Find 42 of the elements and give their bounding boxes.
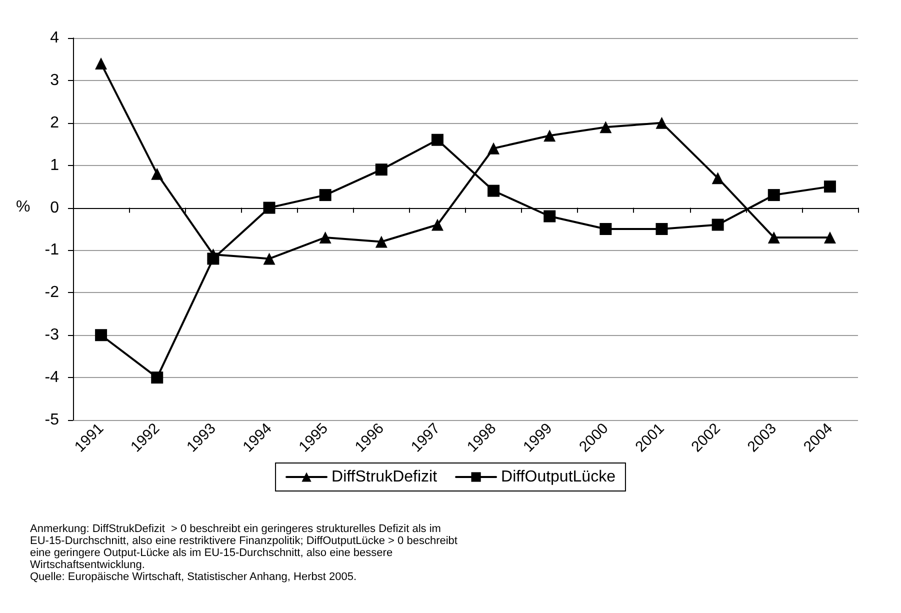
point — [95, 57, 108, 70]
y-tick-label: -1 — [44, 242, 60, 259]
y-tick-label: 3 — [50, 72, 60, 89]
point — [768, 231, 780, 244]
y-tick-label: 0 — [50, 199, 60, 216]
point — [824, 231, 836, 244]
y-tick-label: 4 — [50, 30, 60, 46]
point — [600, 223, 612, 235]
point — [544, 130, 556, 142]
point — [712, 218, 724, 231]
point — [656, 116, 668, 129]
y-tick-label: 2 — [50, 114, 60, 132]
point — [319, 231, 332, 244]
point — [824, 180, 836, 193]
point — [207, 248, 220, 260]
point — [656, 223, 668, 235]
point — [712, 172, 724, 184]
legend-label: DiffOutputLücke — [501, 468, 616, 486]
point — [488, 142, 500, 154]
point — [151, 168, 164, 180]
point — [768, 189, 780, 202]
source-note: Quelle: Europäische Wirtschaft, Statistischer Anhang, Herbst 2005. — [30, 571, 356, 583]
point — [375, 236, 388, 248]
y-tick-label: -2 — [44, 284, 60, 302]
point — [431, 218, 444, 231]
y-axis-title: % — [16, 198, 30, 216]
point — [151, 372, 164, 384]
text: Anmerkung: DiffStrukDefizit > 0 beschreibt ein geringeres strukturelles Defizit als im EU-15-Durchschnitt, also eine restriktivere Finanzpolitik; DiffOutputLücke > 0 beschreibt eine geringere Output-Lücke als im EU-15-Durchschnitt, also eine bessere Wirtschaftsentwicklung. — [30, 523, 461, 571]
point — [375, 164, 388, 176]
y-tick-label: -5 — [44, 412, 60, 428]
point — [488, 184, 500, 197]
point — [95, 329, 108, 342]
legend-label: DiffStrukDefizit — [332, 468, 438, 486]
y-tick-label: 1 — [50, 156, 60, 174]
point — [319, 189, 332, 202]
y-tick-label: -4 — [44, 369, 60, 386]
point — [431, 134, 444, 146]
point — [263, 252, 276, 265]
point — [600, 121, 612, 134]
point — [544, 210, 556, 222]
point — [263, 202, 276, 214]
y-tick-label: -3 — [44, 326, 60, 344]
